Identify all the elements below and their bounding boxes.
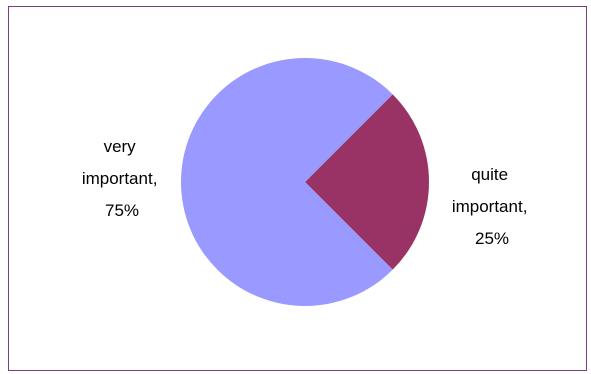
- pie-slice-very-important: [180, 57, 393, 306]
- pie-slices: [180, 57, 429, 306]
- label-line: quite: [471, 165, 508, 184]
- data-label-quite-important: quite important, 25%: [452, 165, 532, 248]
- label-line: very: [104, 137, 137, 156]
- pie-slice-quite-important: [305, 94, 429, 270]
- label-line: important,: [452, 197, 528, 216]
- label-line: 75%: [105, 201, 139, 220]
- label-line: 25%: [475, 229, 509, 248]
- label-line: important,: [82, 169, 158, 188]
- data-label-very-important: very important, 75%: [82, 137, 162, 220]
